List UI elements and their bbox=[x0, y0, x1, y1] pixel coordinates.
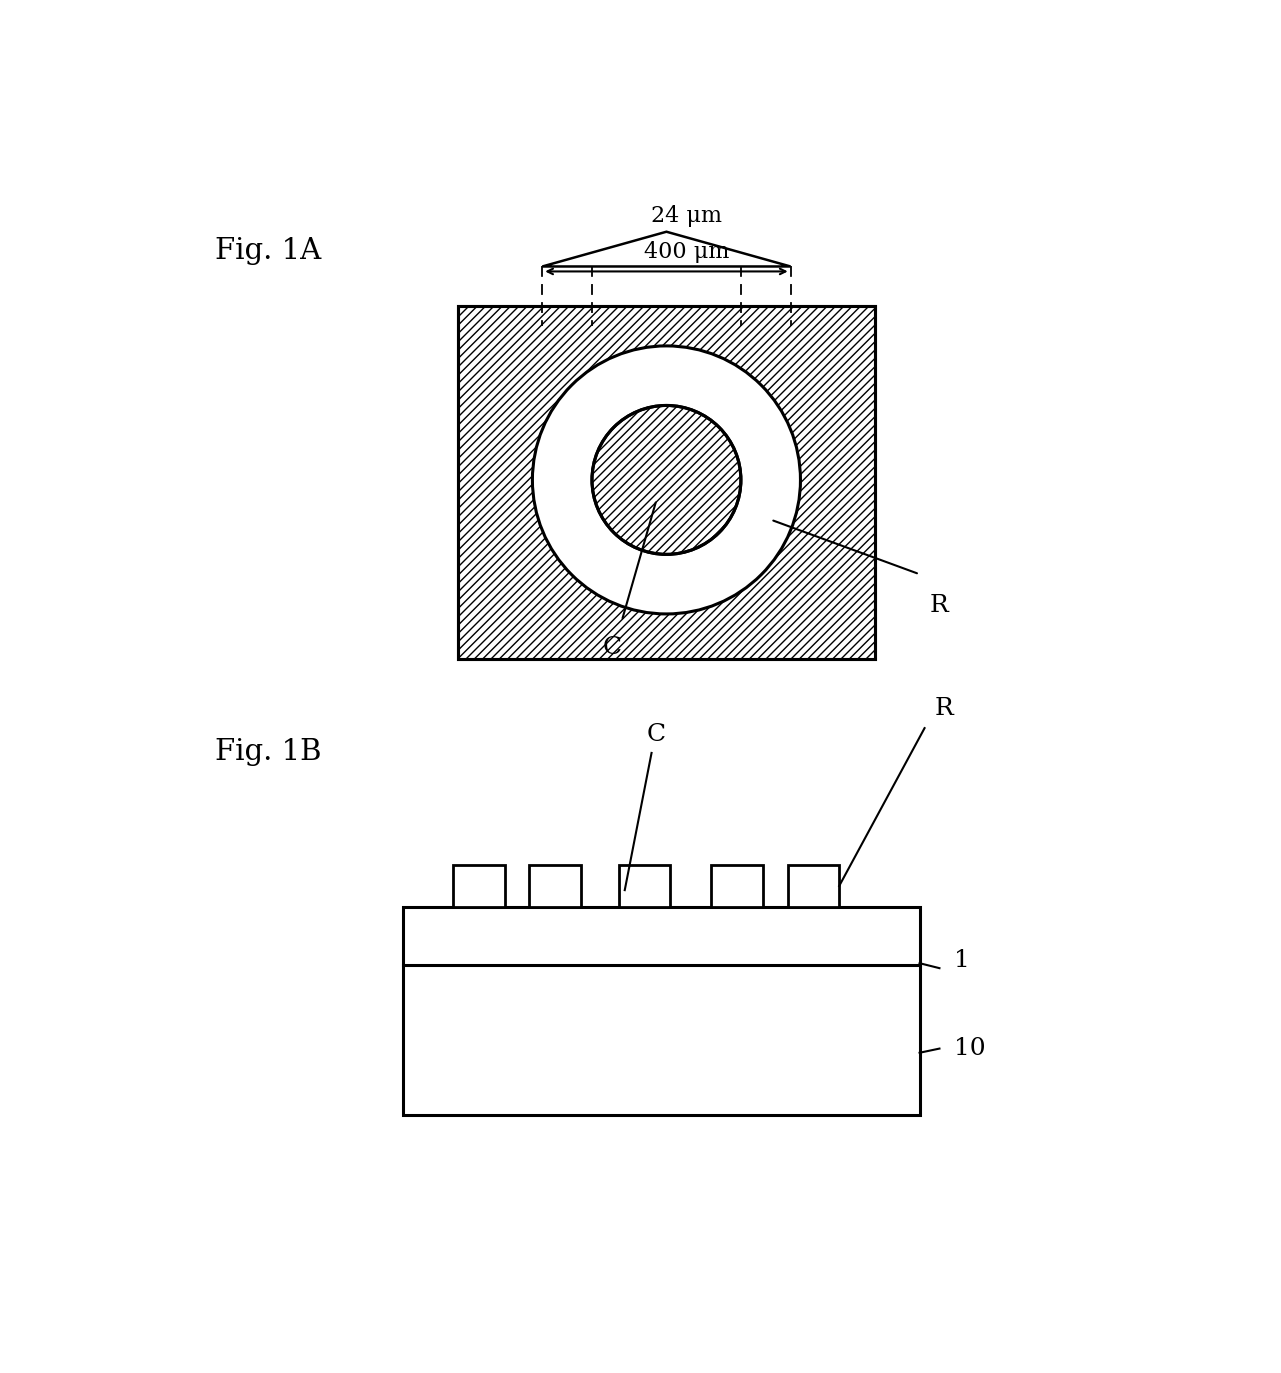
Bar bbox=[404, 906, 920, 1115]
Text: R: R bbox=[930, 595, 948, 616]
Text: C: C bbox=[647, 724, 666, 746]
Bar bbox=[529, 865, 582, 906]
Bar bbox=[459, 306, 875, 659]
Circle shape bbox=[533, 346, 801, 614]
Bar bbox=[788, 865, 839, 906]
Text: 400 μm: 400 μm bbox=[643, 242, 729, 264]
Bar bbox=[619, 865, 670, 906]
Text: 1: 1 bbox=[954, 949, 970, 972]
Circle shape bbox=[592, 405, 740, 555]
Bar bbox=[459, 306, 875, 659]
Bar bbox=[453, 865, 505, 906]
Text: 10: 10 bbox=[954, 1037, 986, 1060]
Text: Fig. 1B: Fig. 1B bbox=[215, 739, 322, 766]
Text: Fig. 1A: Fig. 1A bbox=[215, 236, 322, 265]
Text: 24 μm: 24 μm bbox=[651, 205, 721, 227]
Text: C: C bbox=[602, 636, 621, 659]
Bar bbox=[711, 865, 762, 906]
Text: R: R bbox=[935, 697, 953, 721]
